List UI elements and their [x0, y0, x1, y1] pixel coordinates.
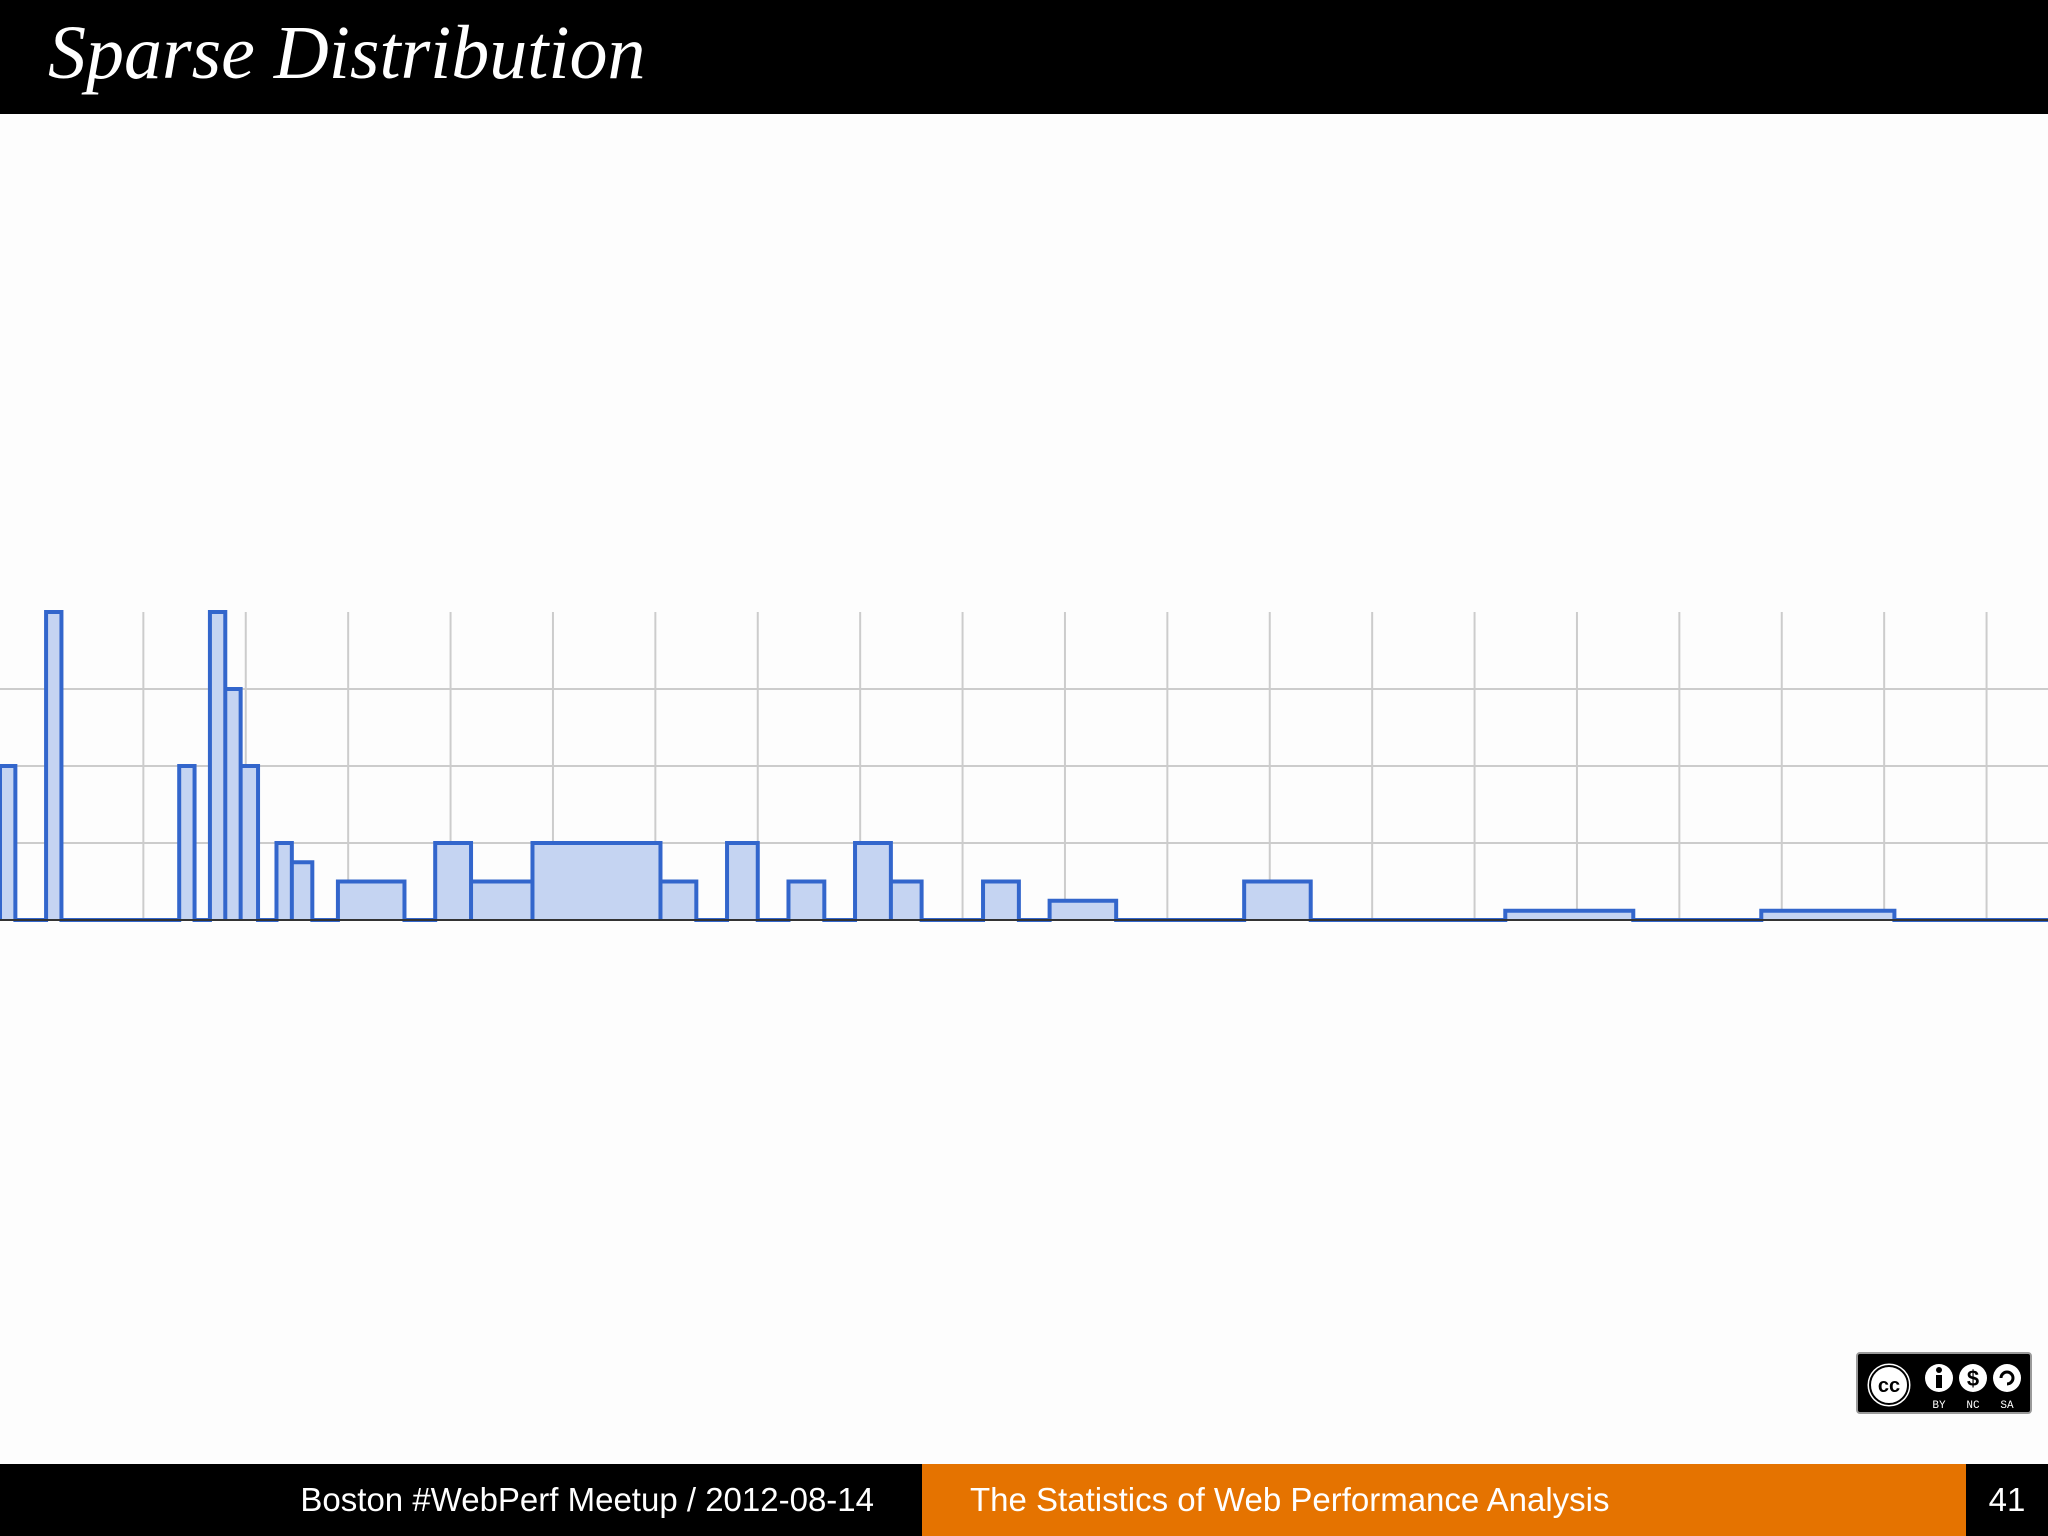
footer-talk-title: The Statistics of Web Performance Analys…	[922, 1464, 1966, 1536]
histogram-bin	[240, 766, 259, 920]
histogram-bin	[532, 843, 661, 920]
license-label-by: BY	[1932, 1400, 1946, 1412]
cc-by-nc-sa-icon: cc $ BY NC SA	[1864, 1360, 2021, 1412]
license-badge: cc $ BY NC SA	[1856, 1352, 2032, 1414]
histogram-bin	[660, 881, 697, 920]
sparse-distribution-chart	[0, 610, 2048, 922]
series-outline	[0, 610, 2048, 922]
histogram-bin	[0, 766, 16, 920]
histogram-bin	[727, 843, 758, 920]
footer: Boston #WebPerf Meetup / 2012-08-14 The …	[0, 1464, 2048, 1536]
histogram-bin	[471, 881, 533, 920]
chart-bins	[0, 610, 2048, 922]
license-label-sa: SA	[2000, 1400, 2014, 1412]
histogram-bin	[435, 843, 472, 920]
histogram-bin	[179, 766, 195, 920]
histogram-bin	[1049, 900, 1117, 920]
histogram-bin	[209, 612, 226, 920]
histogram-bin	[46, 612, 62, 920]
histogram-bin	[1761, 910, 1895, 920]
histogram-bin	[337, 881, 405, 920]
svg-text:$: $	[1967, 1366, 1979, 1391]
histogram-bin	[291, 862, 313, 920]
histogram-bin	[225, 689, 241, 920]
license-label-nc: NC	[1966, 1400, 1980, 1412]
histogram-bin	[983, 881, 1019, 920]
histogram-bin	[276, 843, 292, 920]
histogram-bin	[855, 843, 891, 920]
slide-title-bar: Sparse Distribution	[0, 0, 2048, 114]
histogram-bin	[890, 881, 922, 920]
page-number: 41	[1966, 1464, 2048, 1536]
slide-title: Sparse Distribution	[48, 11, 646, 95]
svg-text:cc: cc	[1878, 1375, 1900, 1397]
histogram-bin	[788, 881, 825, 920]
histogram-bin	[1244, 881, 1311, 920]
footer-event: Boston #WebPerf Meetup / 2012-08-14	[0, 1464, 922, 1536]
histogram-bin	[1505, 910, 1634, 920]
chart-grid	[0, 612, 2048, 920]
